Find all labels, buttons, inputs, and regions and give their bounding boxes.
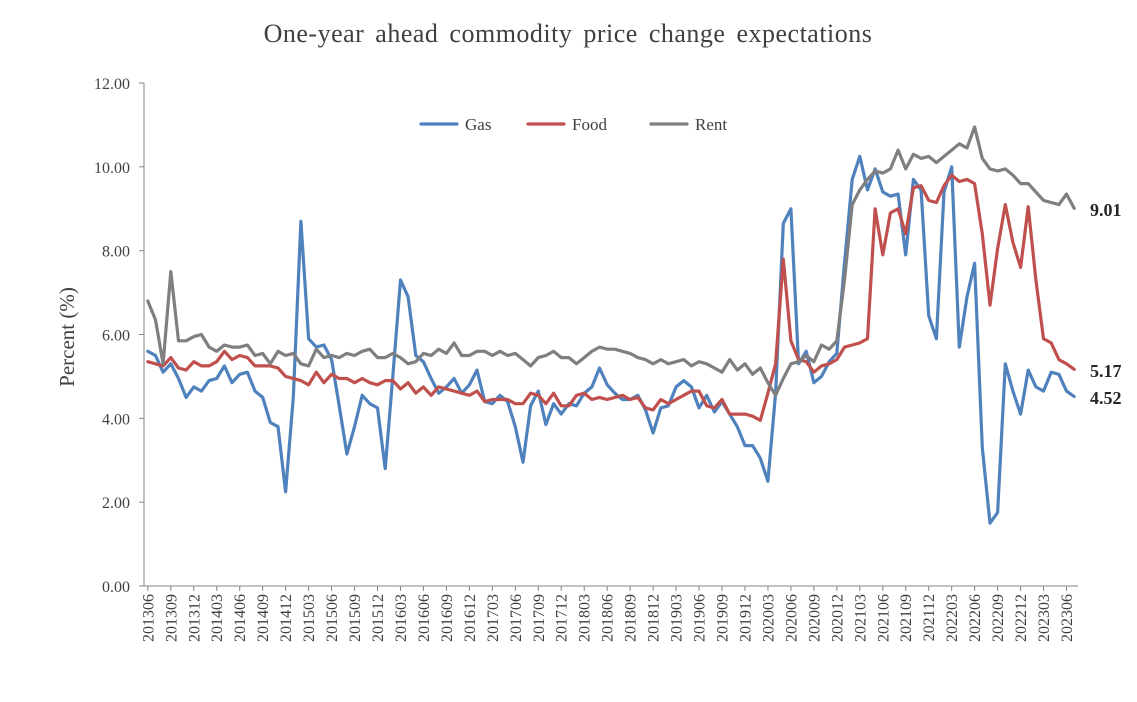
x-tick-label: 201803 <box>577 594 594 642</box>
x-tick-label: 202012 <box>829 594 846 642</box>
x-tick-label: 201703 <box>485 594 502 642</box>
x-tick-label: 201403 <box>209 594 226 642</box>
x-tick-label: 202106 <box>875 594 892 642</box>
y-axis: 0.00 2.00 4.00 6.00 8.00 10.00 12.00 <box>94 76 145 596</box>
x-tick-label: 201709 <box>531 594 548 642</box>
x-tick-label: 202109 <box>898 594 915 642</box>
x-tick-label: 201806 <box>600 594 617 642</box>
x-tick-label: 201912 <box>737 594 754 642</box>
x-axis: 201306 201309 201312 201403 201406 201409 2014… <box>140 585 1078 642</box>
x-tick-label: 201609 <box>439 594 456 642</box>
legend-item-rent: Rent <box>649 115 727 134</box>
x-tick-label: 201906 <box>692 594 709 642</box>
x-tick-label: 201612 <box>462 594 479 642</box>
y-tick-label: 8.00 <box>102 244 130 261</box>
legend-label: Food <box>572 115 607 134</box>
legend-item-gas: Gas <box>419 115 491 134</box>
y-tick-label: 12.00 <box>94 76 130 93</box>
y-tick-label: 6.00 <box>102 328 130 345</box>
x-tick-label: 201509 <box>347 594 364 642</box>
x-tick-label: 202009 <box>806 594 823 642</box>
legend-label: Gas <box>465 115 491 134</box>
x-tick-label: 201409 <box>255 594 272 642</box>
series-line-gas <box>146 154 1076 525</box>
x-tick-label: 202003 <box>760 594 777 642</box>
x-tick-label: 202212 <box>1013 594 1030 642</box>
x-tick-label: 201909 <box>715 594 732 642</box>
end-label-gas: 4.52 <box>1090 388 1122 408</box>
end-label-rent: 9.01 <box>1090 200 1122 220</box>
x-tick-label: 202203 <box>944 594 961 642</box>
x-tick-label: 202006 <box>783 594 800 642</box>
x-tick-label: 202206 <box>967 594 984 642</box>
x-tick-label: 201412 <box>278 594 295 642</box>
y-axis-label: Percent (%) <box>55 287 79 387</box>
end-labels: 9.01 5.17 4.52 <box>1090 200 1122 408</box>
x-tick-label: 201309 <box>163 594 180 642</box>
y-tick-label: 0.00 <box>102 579 130 596</box>
x-tick-label: 201706 <box>508 594 525 642</box>
x-tick-label: 202303 <box>1036 594 1053 642</box>
legend-item-food: Food <box>526 115 607 134</box>
x-tick-label: 201512 <box>370 594 387 642</box>
chart-title: One-year ahead commodity price change ex… <box>264 19 873 48</box>
x-tick-label: 201812 <box>646 594 663 642</box>
x-tick-label: 202103 <box>852 594 869 642</box>
x-tick-label: 201606 <box>416 594 433 642</box>
legend: Gas Food Rent <box>419 115 727 134</box>
x-tick-label: 201312 <box>186 594 203 642</box>
x-tick-label: 201406 <box>232 594 249 642</box>
series-line-food <box>146 173 1076 422</box>
x-tick-label: 202306 <box>1059 594 1076 642</box>
x-tick-label: 201712 <box>554 594 571 642</box>
x-tick-label: 202112 <box>921 594 938 641</box>
y-tick-label: 4.00 <box>102 411 130 428</box>
y-tick-label: 2.00 <box>102 495 130 512</box>
end-label-food: 5.17 <box>1090 361 1122 381</box>
x-tick-label: 201506 <box>324 594 341 642</box>
x-tick-label: 201306 <box>140 594 157 642</box>
x-tick-label: 201809 <box>623 594 640 642</box>
series-line-rent <box>146 125 1076 397</box>
y-tick-label: 10.00 <box>94 160 130 177</box>
x-tick-label: 201903 <box>669 594 686 642</box>
x-tick-label: 202209 <box>990 594 1007 642</box>
legend-label: Rent <box>695 115 727 134</box>
series-lines <box>146 125 1076 525</box>
x-tick-label: 201503 <box>301 594 318 642</box>
x-tick-label: 201603 <box>393 594 410 642</box>
